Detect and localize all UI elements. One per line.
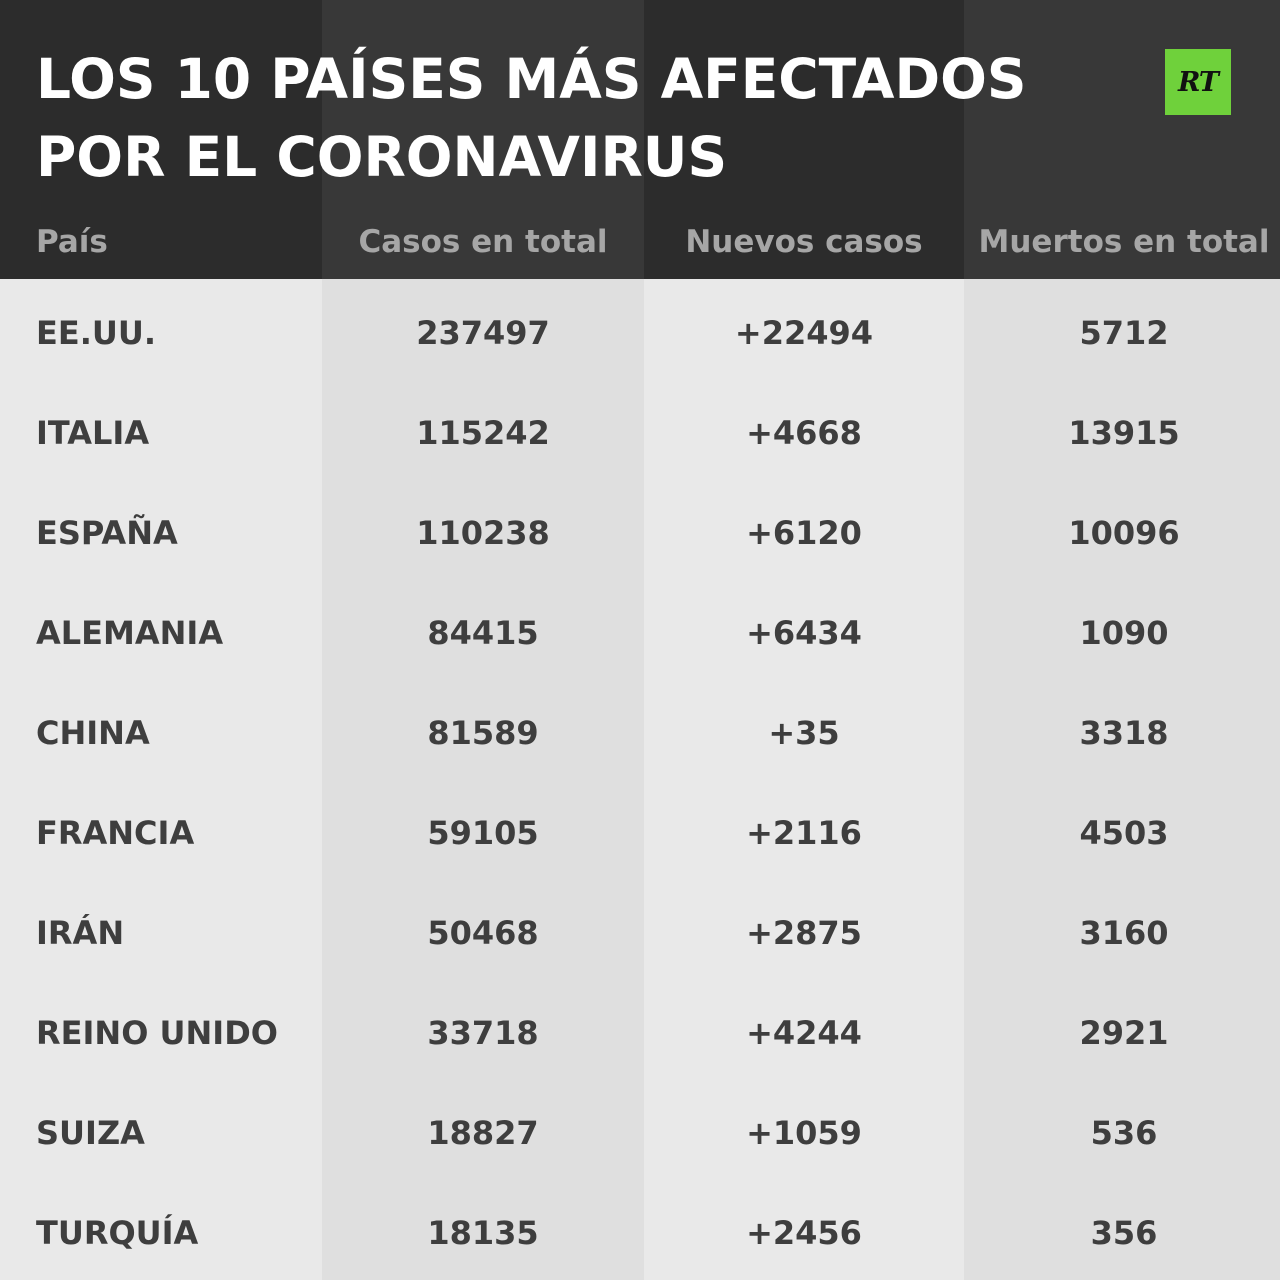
column-band (0, 279, 322, 1280)
table-row: SUIZA 18827 +1059 536 (0, 1083, 1280, 1183)
cell-new-cases: +2456 (746, 1214, 862, 1252)
cell-new-cases: +6120 (746, 514, 862, 552)
cell-total-cases: 237497 (416, 314, 550, 352)
cell-total-deaths: 2921 (1079, 1014, 1169, 1052)
cell-new-cases: +35 (768, 714, 840, 752)
cell-country: ALEMANIA (36, 614, 224, 652)
table-background (0, 279, 1280, 1280)
cell-total-deaths: 13915 (1068, 414, 1180, 452)
header-background (0, 0, 1280, 279)
cell-total-deaths: 4503 (1079, 814, 1169, 852)
table-row: EE.UU. 237497 +22494 5712 (0, 283, 1280, 383)
cell-country: TURQUÍA (36, 1214, 199, 1252)
cell-total-deaths: 536 (1090, 1114, 1158, 1152)
cell-total-cases: 50468 (427, 914, 539, 952)
cell-new-cases: +6434 (746, 614, 862, 652)
cell-total-cases: 18135 (427, 1214, 539, 1252)
cell-country: IRÁN (36, 914, 125, 952)
cell-new-cases: +22494 (734, 314, 874, 352)
table-row: TURQUÍA 18135 +2456 356 (0, 1183, 1280, 1280)
table-row: ITALIA 115242 +4668 13915 (0, 383, 1280, 483)
page-title: LOS 10 PAÍSES MÁS AFECTADOS POR EL CORON… (36, 40, 1036, 196)
cell-total-deaths: 1090 (1079, 614, 1169, 652)
column-header-new-cases: Nuevos casos (685, 224, 923, 260)
cell-country: EE.UU. (36, 314, 156, 352)
cell-total-cases: 110238 (416, 514, 550, 552)
column-header-total-deaths: Muertos en total (978, 224, 1270, 260)
header-band (644, 0, 964, 279)
cell-new-cases: +1059 (746, 1114, 862, 1152)
title-line-2: POR EL CORONAVIRUS (36, 125, 728, 189)
table-row: CHINA 81589 +35 3318 (0, 683, 1280, 783)
cell-total-deaths: 10096 (1068, 514, 1180, 552)
cell-total-deaths: 356 (1090, 1214, 1158, 1252)
cell-total-deaths: 3318 (1079, 714, 1169, 752)
cell-total-cases: 18827 (427, 1114, 539, 1152)
cell-total-cases: 81589 (427, 714, 539, 752)
cell-country: CHINA (36, 714, 150, 752)
column-header-total-cases: Casos en total (358, 224, 608, 260)
cell-total-cases: 84415 (427, 614, 539, 652)
table-row: FRANCIA 59105 +2116 4503 (0, 783, 1280, 883)
table-body: EE.UU. 237497 +22494 5712 ITALIA 115242 +4668 1… (0, 283, 1280, 1280)
cell-country: ESPAÑA (36, 514, 178, 552)
cell-total-deaths: 5712 (1079, 314, 1169, 352)
rt-logo-text: RT (1177, 66, 1219, 98)
cell-country: REINO UNIDO (36, 1014, 278, 1052)
cell-new-cases: +4244 (746, 1014, 862, 1052)
cell-new-cases: +2116 (746, 814, 862, 852)
cell-new-cases: +4668 (746, 414, 862, 452)
column-band (322, 279, 644, 1280)
header-band (964, 0, 1280, 279)
table-row: REINO UNIDO 33718 +4244 2921 (0, 983, 1280, 1083)
title-line-1: LOS 10 PAÍSES MÁS AFECTADOS (36, 47, 1027, 111)
table-row: ESPAÑA 110238 +6120 10096 (0, 483, 1280, 583)
column-band (964, 279, 1280, 1280)
header-band (322, 0, 644, 279)
cell-new-cases: +2875 (746, 914, 862, 952)
cell-country: ITALIA (36, 414, 150, 452)
cell-total-cases: 59105 (427, 814, 539, 852)
column-band (644, 279, 964, 1280)
cell-country: FRANCIA (36, 814, 195, 852)
column-header-country: País (36, 224, 108, 260)
table-row: IRÁN 50468 +2875 3160 (0, 883, 1280, 983)
cell-total-cases: 115242 (416, 414, 550, 452)
table-row: ALEMANIA 84415 +6434 1090 (0, 583, 1280, 683)
rt-logo: RT (1165, 49, 1231, 115)
cell-country: SUIZA (36, 1114, 145, 1152)
header-band (0, 0, 322, 279)
cell-total-deaths: 3160 (1079, 914, 1169, 952)
cell-total-cases: 33718 (427, 1014, 539, 1052)
